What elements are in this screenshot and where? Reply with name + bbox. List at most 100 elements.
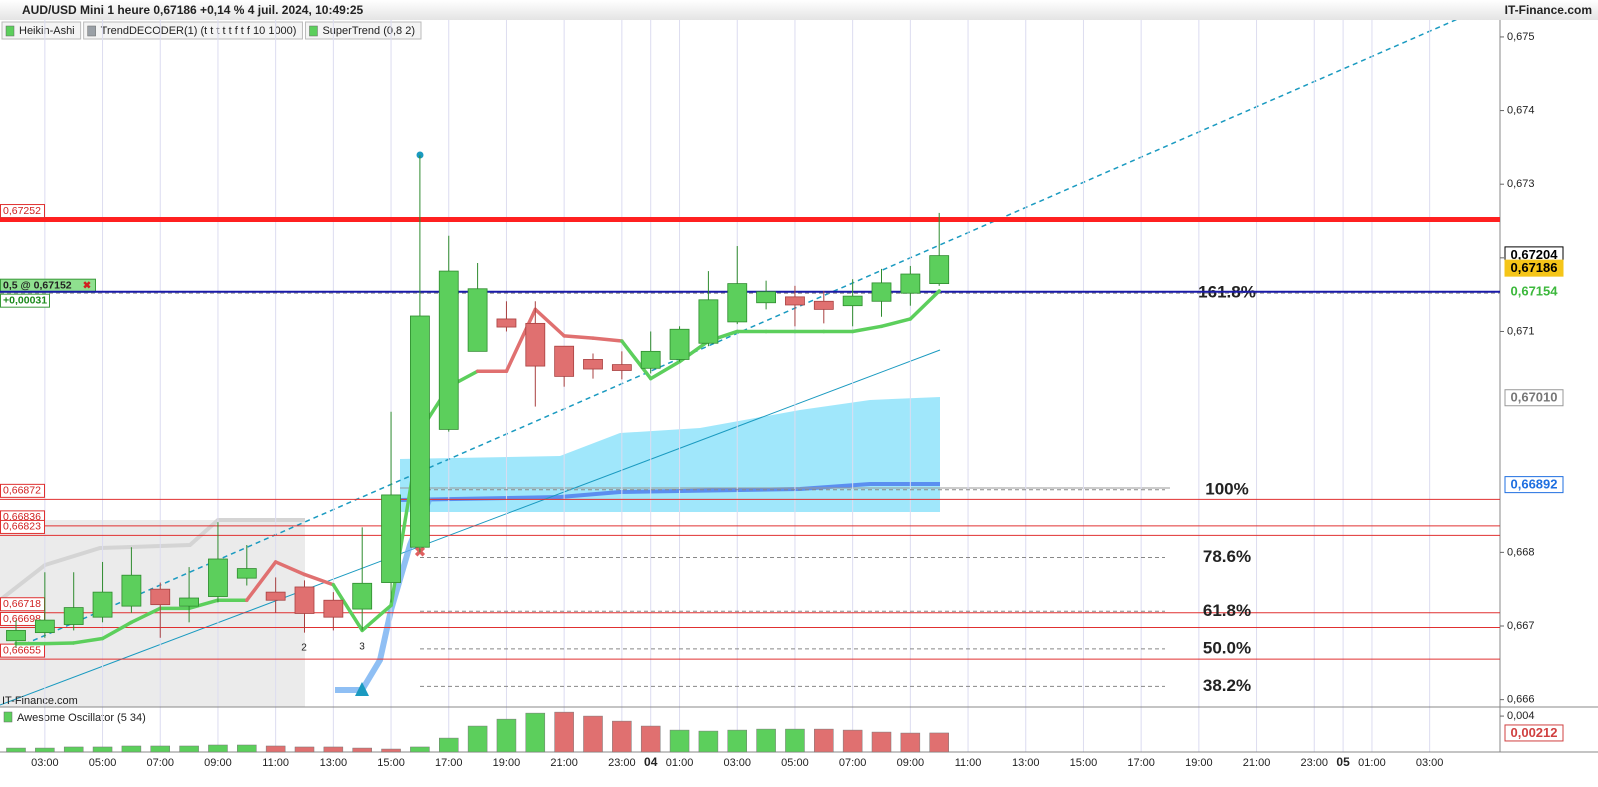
supertrend-segment bbox=[360, 603, 393, 633]
oscillator-bar bbox=[121, 745, 142, 753]
oscillator-bar bbox=[381, 748, 401, 753]
oscillator-bar bbox=[871, 731, 892, 753]
supertrend-segment bbox=[533, 307, 566, 338]
price-label-box bbox=[1504, 476, 1564, 494]
oscillator-bar bbox=[496, 718, 517, 753]
x-tick-label: 15:00 bbox=[1070, 757, 1098, 769]
level-label-box bbox=[0, 204, 45, 219]
oscillator-bar bbox=[640, 725, 661, 753]
candle-body bbox=[640, 350, 661, 369]
oscillator-bar bbox=[92, 746, 113, 753]
y-tick-label: 0,666 bbox=[1507, 694, 1535, 706]
oscillator-bar bbox=[814, 728, 834, 753]
pnl-label: +0,00031 bbox=[3, 294, 47, 306]
oscillator-bar bbox=[294, 746, 315, 753]
oscillator-bar bbox=[929, 732, 949, 753]
candle-body bbox=[669, 328, 690, 360]
x-tick-label: 01:00 bbox=[1358, 757, 1386, 769]
candle-body bbox=[409, 315, 430, 548]
x-tick-label: 11:00 bbox=[262, 757, 289, 769]
y-tick-label: 0,675 bbox=[1507, 31, 1535, 43]
price-label: 0,67010 bbox=[1511, 390, 1558, 405]
oscillator-bar bbox=[669, 729, 690, 753]
candle-body bbox=[179, 597, 200, 607]
candle-body bbox=[698, 299, 719, 344]
level-label: 0,66823 bbox=[3, 521, 41, 533]
candle-body bbox=[842, 295, 863, 307]
x-tick-label: 23:00 bbox=[1300, 757, 1328, 769]
level-label-box bbox=[0, 519, 45, 534]
supertrend-segment bbox=[562, 334, 595, 340]
annotation: 3 bbox=[359, 642, 365, 653]
candle-body bbox=[611, 364, 632, 371]
supertrend-segment bbox=[648, 359, 682, 381]
x-tick-label: 23:00 bbox=[608, 757, 636, 769]
legend-label: TrendDECODER(1) (t t t t t f t f 10 1000… bbox=[101, 25, 297, 37]
x-tick-label: 15:00 bbox=[377, 757, 405, 769]
x-tick-label: 13:00 bbox=[1012, 757, 1040, 769]
order-close: ✖ bbox=[83, 280, 91, 291]
oscillator-bar bbox=[900, 732, 921, 753]
oscillator-bar bbox=[612, 720, 632, 753]
legend-swatch bbox=[309, 25, 318, 37]
fib-label: 50.0% bbox=[1203, 638, 1251, 657]
legend-swatch bbox=[5, 25, 15, 37]
x-tick-label: 21:00 bbox=[550, 757, 578, 769]
x-tick-label: 17:00 bbox=[435, 757, 463, 769]
price-label: 0,66892 bbox=[1511, 477, 1558, 492]
candle-body bbox=[92, 591, 113, 618]
signal-triangle bbox=[355, 682, 369, 696]
legend-box bbox=[1, 21, 82, 40]
candle-body bbox=[34, 619, 55, 634]
level-label-box bbox=[0, 483, 45, 498]
supertrend-segment bbox=[187, 598, 220, 611]
y-tick-label: 0,671 bbox=[1507, 325, 1535, 337]
header-bar bbox=[0, 0, 1598, 20]
supertrend-segment bbox=[331, 583, 364, 633]
candle-body bbox=[871, 282, 892, 302]
brand: IT-Finance.com bbox=[1505, 3, 1592, 17]
oscillator-bar bbox=[6, 747, 26, 753]
oscillator-bar bbox=[698, 730, 719, 753]
x-tick-label: 11:00 bbox=[955, 757, 982, 769]
x-tick-label: 07:00 bbox=[839, 757, 867, 769]
y-tick-label: 0,004 bbox=[1507, 710, 1535, 722]
price-label: 0,00212 bbox=[1511, 725, 1558, 740]
price-label: 0,67154 bbox=[1511, 284, 1559, 299]
candle-body bbox=[813, 300, 834, 310]
fib-label: 61.8% bbox=[1203, 601, 1251, 620]
x-tick-label: 04 bbox=[644, 755, 658, 769]
price-label-box bbox=[1504, 283, 1564, 301]
candle-body bbox=[554, 345, 575, 377]
range-band bbox=[0, 518, 305, 602]
candle-body bbox=[381, 494, 401, 583]
fib-label: 100% bbox=[1205, 479, 1248, 498]
y-tick-label: 0,668 bbox=[1507, 546, 1535, 558]
supertrend-segment bbox=[273, 560, 307, 577]
candle-body bbox=[785, 296, 805, 306]
trend-line-dashed bbox=[0, 17, 1461, 656]
supertrend-segment bbox=[245, 560, 278, 602]
price-label-box bbox=[1504, 389, 1564, 407]
oscillator-title: Awesome Oscillator (5 34) bbox=[17, 712, 146, 724]
supertrend-segment bbox=[71, 636, 105, 645]
candle-body bbox=[208, 558, 228, 597]
x-tick-label: 09:00 bbox=[897, 757, 925, 769]
legend-box bbox=[83, 21, 303, 40]
oscillator-bar bbox=[150, 745, 170, 753]
candle-body bbox=[583, 359, 603, 370]
oscillator-bar bbox=[727, 729, 747, 753]
oscillator-bar bbox=[179, 745, 199, 753]
candle-body bbox=[496, 318, 517, 328]
x-tick-label: 05 bbox=[1336, 755, 1350, 769]
candle-body bbox=[6, 630, 26, 642]
header-title: AUD/USD Mini 1 heure 0,67186 +0,14 % 4 j… bbox=[22, 3, 363, 17]
x-tick-label: 17:00 bbox=[1127, 757, 1155, 769]
price-label: 0,67186 bbox=[1511, 260, 1558, 275]
oscillator-bar bbox=[583, 715, 603, 753]
supertrend-segment bbox=[302, 572, 336, 587]
candle-body bbox=[467, 288, 488, 352]
high-marker bbox=[416, 151, 424, 159]
candle-body bbox=[294, 586, 315, 614]
